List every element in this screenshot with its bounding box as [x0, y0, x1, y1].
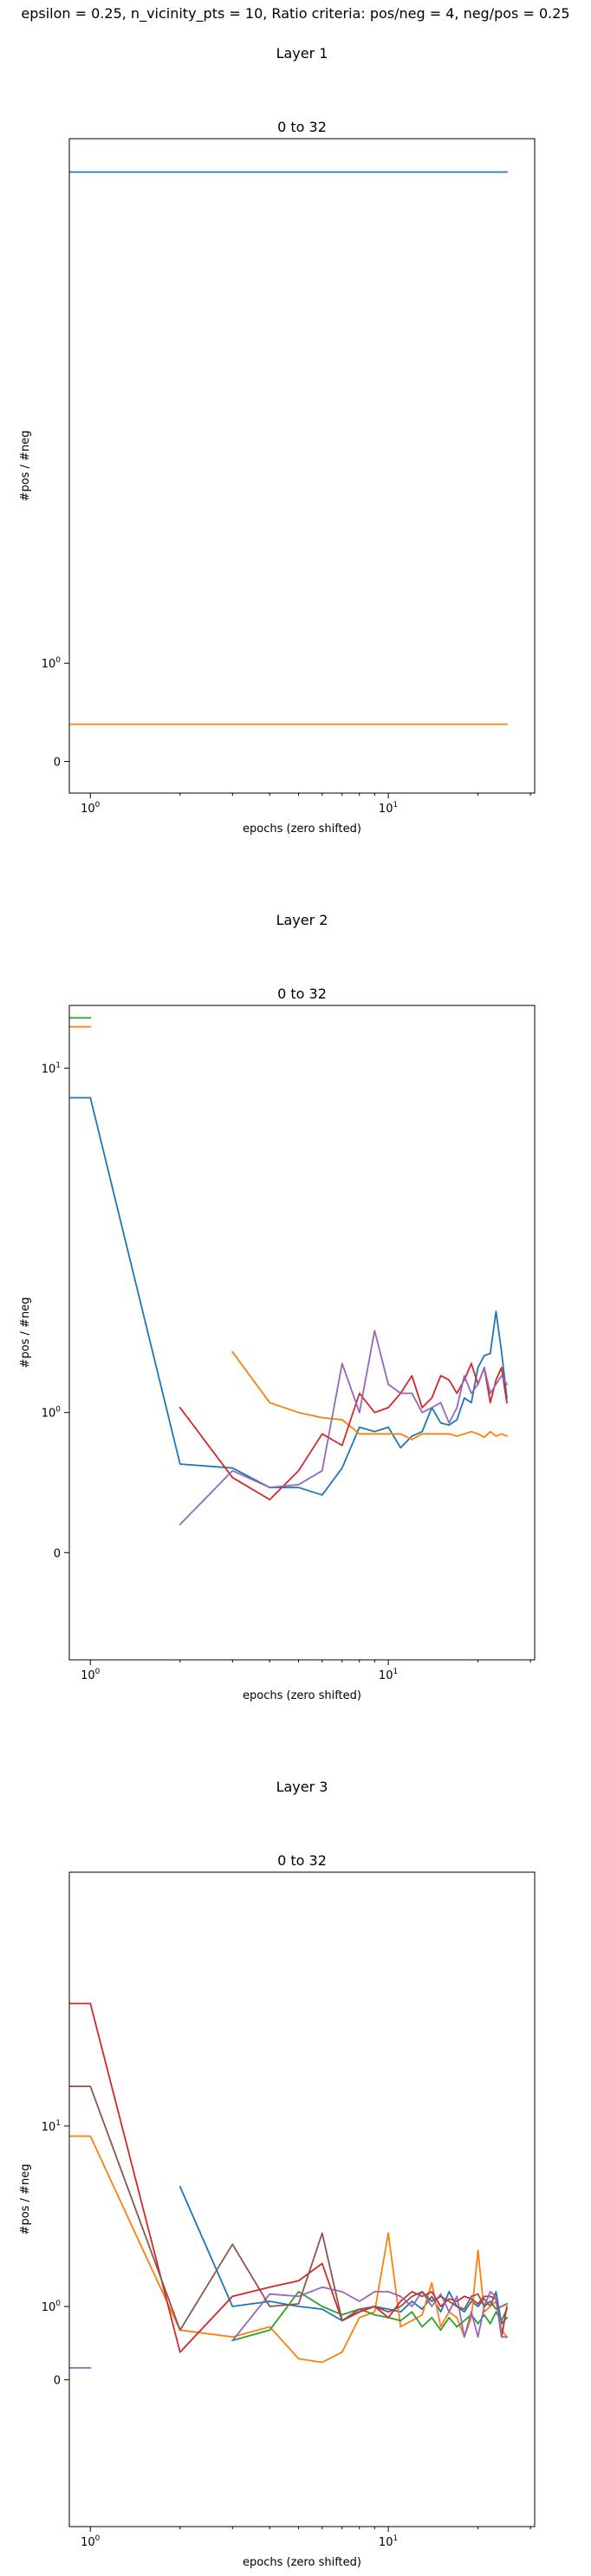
layer-title: Layer 1 — [276, 45, 328, 62]
x-tick-label: 101 — [379, 801, 398, 816]
series-line-4 — [69, 2002, 508, 2353]
series-line-1 — [69, 1096, 508, 1496]
layer-title: Layer 3 — [276, 1779, 328, 1795]
x-tick-label: 100 — [81, 2534, 101, 2549]
y-tick-label: 100 — [42, 1406, 62, 1421]
chart-panel-3: Layer 3 0 to 32 100 101 0 100 101 epochs (zero … — [19, 1779, 536, 2569]
series-line-3 — [231, 2291, 509, 2342]
y-tick-label: 100 — [42, 2300, 62, 2314]
series-line-5 — [179, 1363, 508, 1500]
x-axis-label: epochs (zero shifted) — [243, 823, 361, 836]
series-group — [69, 171, 508, 725]
series-line-7 — [69, 2085, 509, 2332]
plot-frame — [68, 1005, 536, 1661]
y-axis-label: #pos / #neg — [19, 431, 32, 502]
y-axis-label: #pos / #neg — [19, 1298, 32, 1369]
subplot-title: 0 to 32 — [277, 119, 327, 135]
y-tick-label: 0 — [54, 757, 61, 770]
y-tick-label: 0 — [54, 1547, 61, 1560]
series-line-6 — [179, 1330, 509, 1525]
series-group — [69, 1017, 509, 1525]
layer-title: Layer 2 — [276, 912, 328, 928]
series-line-3 — [231, 1350, 509, 1441]
subplot-title: 0 to 32 — [277, 1852, 327, 1869]
y-axis-label: #pos / #neg — [19, 2164, 32, 2235]
series-line-2 — [69, 2135, 509, 2364]
series-group — [69, 2002, 509, 2369]
chart-panel-2: Layer 2 0 to 32 100 101 0 100 101 epochs (zero … — [19, 912, 536, 1702]
y-tick-label: 100 — [42, 656, 62, 671]
x-axis-label: epochs (zero shifted) — [243, 1689, 361, 1702]
figure-title: epsilon = 0.25, n_vicinity_pts = 10, Rat… — [21, 5, 570, 22]
y-tick-label: 0 — [54, 2375, 61, 2388]
y-tick-label: 101 — [42, 1061, 61, 1076]
subplot-title: 0 to 32 — [277, 986, 327, 1002]
x-tick-label: 100 — [81, 1668, 101, 1682]
x-tick-label: 101 — [379, 2534, 398, 2549]
plot-frame — [68, 1871, 536, 2527]
y-tick-label: 101 — [42, 2119, 61, 2134]
x-tick-label: 100 — [81, 801, 101, 816]
series-line-1 — [179, 2185, 509, 2325]
chart-panel-1: Layer 1 0 to 32 100 101 0 100 epochs (zero shi… — [19, 45, 536, 836]
x-axis-label: epochs (zero shifted) — [243, 2556, 361, 2569]
x-tick-label: 101 — [379, 1668, 398, 1682]
plot-frame — [68, 138, 536, 794]
